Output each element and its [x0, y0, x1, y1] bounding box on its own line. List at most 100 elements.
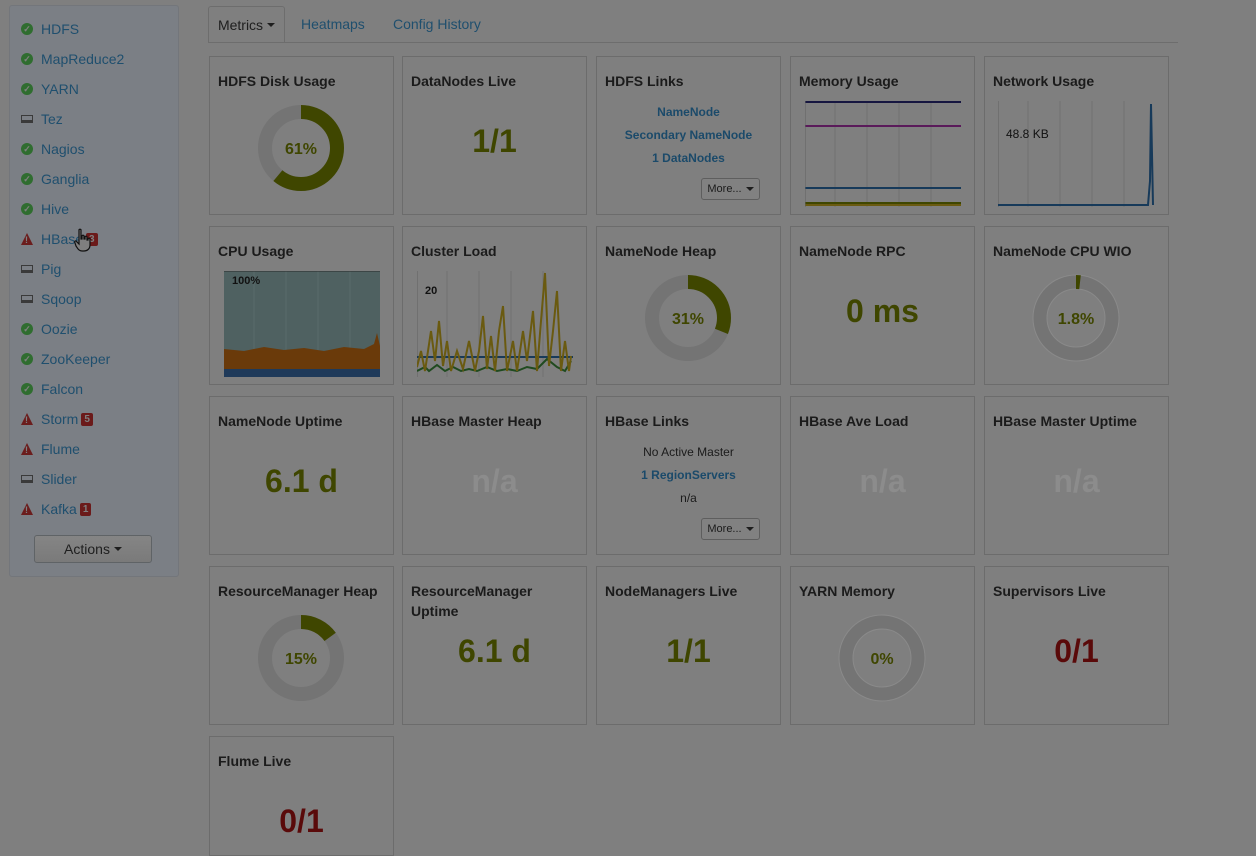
service-item-falcon[interactable]: ✓ Falcon [20, 379, 83, 399]
tab-metrics[interactable]: Metrics [208, 6, 285, 43]
service-label: Flume [41, 441, 80, 457]
service-item-hive[interactable]: ✓ Hive [20, 199, 69, 219]
tab-config-history[interactable]: Config History [393, 6, 481, 42]
memory-usage-graph [805, 101, 961, 207]
widget-supervisors-live[interactable]: Supervisors Live 0/1 [984, 566, 1169, 725]
datanodes-link[interactable]: 1 DataNodes [652, 151, 725, 165]
widget-cluster-load[interactable]: Cluster Load 20 [402, 226, 587, 385]
service-label: Falcon [41, 381, 84, 397]
hdfs-disk-value: 61% [285, 141, 317, 158]
widget-namenode-rpc[interactable]: NameNode RPC 0 ms [790, 226, 975, 385]
widget-cpu-usage[interactable]: CPU Usage 100% [209, 226, 394, 385]
widget-namenode-uptime[interactable]: NameNode Uptime 6.1 d [209, 396, 394, 555]
service-item-hdfs[interactable]: ✓ HDFS [20, 19, 79, 39]
client-laptop-icon [20, 472, 34, 486]
hbase-load-value: n/a [859, 463, 906, 499]
namenode-rpc-value: 0 ms [846, 293, 919, 329]
status-ok-icon: ✓ [20, 172, 34, 186]
regionservers-link[interactable]: 1 RegionServers [641, 468, 736, 482]
client-laptop-icon [20, 292, 34, 306]
widget-namenode-cpu-wio[interactable]: NameNode CPU WIO 1.8% [984, 226, 1169, 385]
widget-title: DataNodes Live [411, 73, 517, 89]
service-item-yarn[interactable]: ✓ YARN [20, 79, 79, 99]
status-ok-icon: ✓ [20, 382, 34, 396]
namenode-cpu-value: 1.8% [1058, 311, 1094, 328]
cpu-usage-graph: 100% [224, 271, 380, 377]
service-label: HBase [41, 231, 84, 247]
tabs-divider [208, 42, 1178, 43]
widget-namenode-heap[interactable]: NameNode Heap 31% [596, 226, 781, 385]
widget-memory-usage[interactable]: Memory Usage [790, 56, 975, 215]
status-ok-icon: ✓ [20, 82, 34, 96]
hdfs-disk-donut: 61% [258, 105, 344, 191]
more-label: More... [707, 523, 742, 535]
service-item-oozie[interactable]: ✓ Oozie [20, 319, 78, 339]
network-axis-label: 48.8 KB [1006, 127, 1049, 141]
widget-resourcemanager-heap[interactable]: ResourceManager Heap 15% [209, 566, 394, 725]
service-item-tez[interactable]: Tez [20, 109, 63, 129]
hbase-heap-value: n/a [471, 463, 518, 499]
widget-hbase-master-heap[interactable]: HBase Master Heap n/a [402, 396, 587, 555]
service-label: Ganglia [41, 171, 90, 187]
widget-hdfs-links: HDFS Links NameNode Secondary NameNode 1… [596, 56, 781, 215]
service-label: Oozie [41, 321, 78, 337]
namenode-heap-donut: 31% [645, 275, 731, 361]
widget-hdfs-disk-usage[interactable]: HDFS Disk Usage 61% [209, 56, 394, 215]
namenode-link[interactable]: NameNode [657, 105, 720, 119]
alert-warning-icon [20, 502, 34, 516]
service-item-mapreduce2[interactable]: ✓ MapReduce2 [20, 49, 124, 69]
widget-datanodes-live[interactable]: DataNodes Live 1/1 [402, 56, 587, 215]
service-label: MapReduce2 [41, 51, 125, 67]
widget-network-usage[interactable]: Network Usage 48.8 KB [984, 56, 1169, 215]
secondary-namenode-link[interactable]: Secondary NameNode [624, 128, 753, 142]
hbase-more-button[interactable]: More... [701, 518, 760, 540]
status-ok-icon: ✓ [20, 142, 34, 156]
service-label: YARN [41, 81, 79, 97]
hdfs-more-button[interactable]: More... [701, 178, 760, 200]
more-label: More... [707, 183, 742, 195]
service-item-flume[interactable]: Flume [20, 439, 80, 459]
service-item-ganglia[interactable]: ✓ Ganglia [20, 169, 89, 189]
actions-label: Actions [64, 541, 110, 557]
tab-config-history-label: Config History [393, 16, 481, 32]
widget-hbase-master-uptime[interactable]: HBase Master Uptime n/a [984, 396, 1169, 555]
caret-down-icon [745, 527, 754, 531]
namenode-uptime-value: 6.1 d [265, 463, 338, 499]
widget-resourcemanager-uptime[interactable]: ResourceManager Uptime 6.1 d [402, 566, 587, 725]
service-item-slider[interactable]: Slider [20, 469, 77, 489]
hbase-master-status: No Active Master [643, 445, 734, 459]
widget-title: NameNode Heap [605, 243, 717, 259]
alert-warning-icon [20, 442, 34, 456]
actions-button[interactable]: Actions [34, 535, 152, 563]
service-item-sqoop[interactable]: Sqoop [20, 289, 81, 309]
cluster-load-graph: 20 [417, 271, 573, 377]
alert-warning-icon [20, 232, 34, 246]
status-ok-icon: ✓ [20, 322, 34, 336]
tab-heatmaps[interactable]: Heatmaps [301, 6, 365, 42]
service-label: Hive [41, 201, 70, 217]
service-item-zookeeper[interactable]: ✓ ZooKeeper [20, 349, 110, 369]
service-label: Sqoop [41, 291, 82, 307]
hbase-uptime-value: n/a [1053, 463, 1100, 499]
network-usage-graph: 48.8 KB [998, 101, 1154, 207]
widget-nodemanagers-live[interactable]: NodeManagers Live 1/1 [596, 566, 781, 725]
widget-title: NodeManagers Live [605, 583, 738, 599]
widget-flume-live[interactable]: Flume Live 0/1 [209, 736, 394, 856]
status-ok-icon: ✓ [20, 202, 34, 216]
widget-hbase-ave-load[interactable]: HBase Ave Load n/a [790, 396, 975, 555]
widget-yarn-memory[interactable]: YARN Memory 0% [790, 566, 975, 725]
nodemanagers-value: 1/1 [666, 633, 711, 669]
service-item-nagios[interactable]: ✓ Nagios [20, 139, 85, 159]
tab-metrics-label: Metrics [217, 16, 264, 33]
widget-title: Cluster Load [411, 243, 497, 259]
tab-heatmaps-label: Heatmaps [301, 16, 365, 32]
widget-hbase-links: HBase Links No Active Master 1 RegionSer… [596, 396, 781, 555]
widget-title: HBase Links [605, 413, 690, 429]
caret-down-icon [745, 187, 754, 191]
service-item-pig[interactable]: Pig [20, 259, 61, 279]
caret-down-icon [267, 22, 276, 27]
